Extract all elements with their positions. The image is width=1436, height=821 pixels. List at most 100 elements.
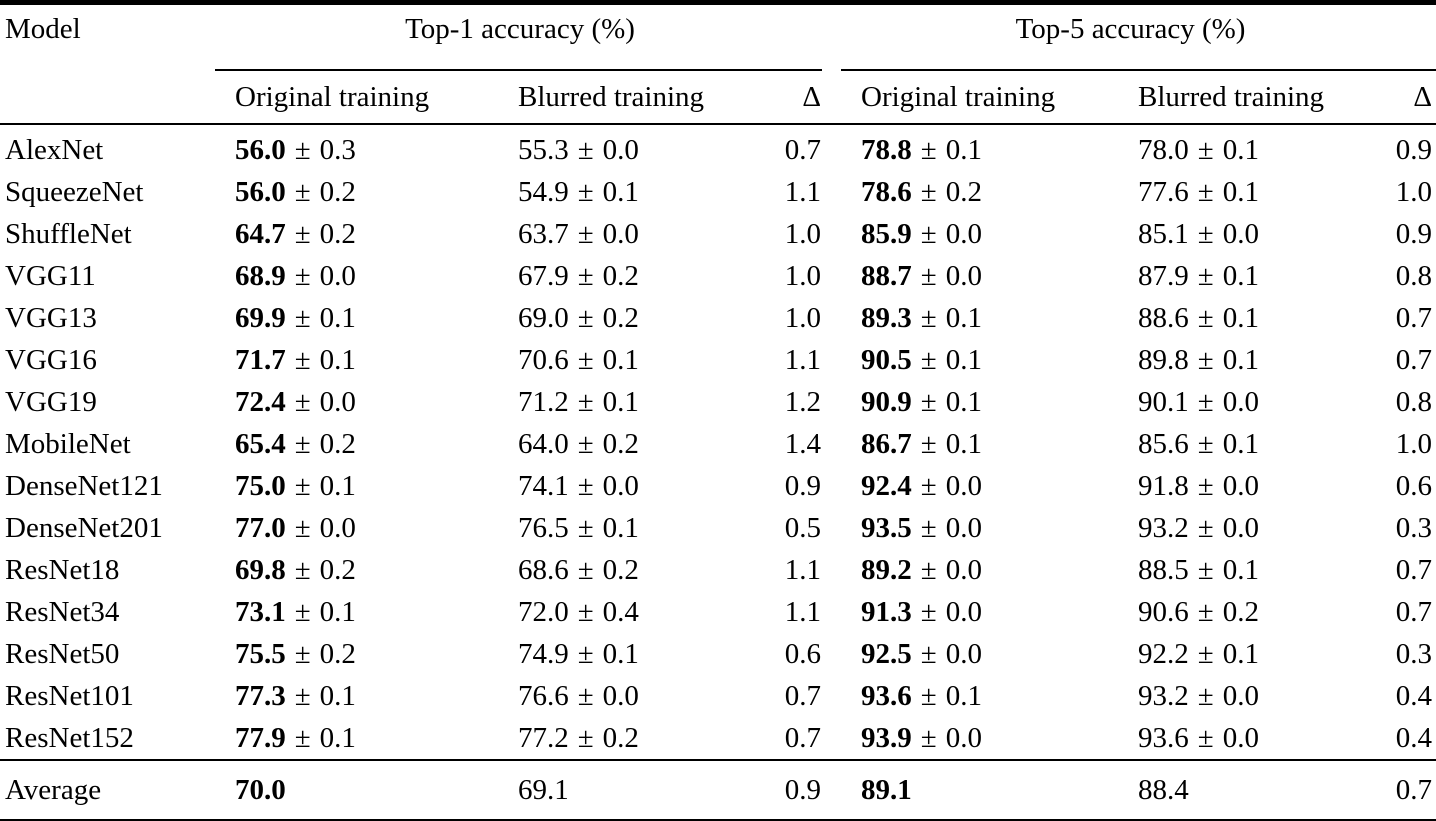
accuracy-value: 74.1: [518, 469, 569, 502]
accuracy-value: 87.9: [1138, 259, 1189, 292]
cell-top5-original: 90.9 ±0.1: [825, 381, 1120, 423]
accuracy-value: 78.8: [861, 133, 912, 166]
accuracy-value: 89.8: [1138, 343, 1189, 376]
plus-minus-sign: ±: [294, 469, 311, 502]
std-value: 0.2: [602, 553, 639, 586]
plus-minus-sign: ±: [1197, 217, 1214, 250]
std-value: 0.1: [1222, 133, 1259, 166]
plus-minus-sign: ±: [920, 385, 937, 418]
cell-top5-blurred: 89.8 ±0.1: [1120, 339, 1390, 381]
std-value: 0.1: [945, 679, 982, 712]
accuracy-value: 93.5: [861, 511, 912, 544]
std-value: 0.1: [602, 637, 639, 670]
accuracy-value: 88.7: [861, 259, 912, 292]
cell-top1-original: 75.0 ±0.1: [215, 465, 500, 507]
table-row: VGG19 72.4 ±0.0 71.2 ±0.1 1.2 90.9 ±0.1 90.…: [0, 381, 1436, 423]
accuracy-value: 77.3: [235, 679, 286, 712]
cell-top1-original: 71.7 ±0.1: [215, 339, 500, 381]
plus-minus-sign: ±: [577, 175, 594, 208]
cell-top1-delta: 1.2: [784, 385, 822, 418]
cell-top5-delta: 0.7: [1395, 301, 1433, 334]
accuracy-value: 89.2: [861, 553, 912, 586]
cell-top5-blurred: 77.6 ±0.1: [1120, 171, 1390, 213]
cell-model-name: SqueezeNet: [5, 175, 144, 208]
plus-minus-sign: ±: [920, 595, 937, 628]
cell-top5-original: 91.3 ±0.0: [825, 591, 1120, 633]
std-value: 0.1: [945, 301, 982, 334]
std-value: 0.0: [1222, 217, 1259, 250]
plus-minus-sign: ±: [294, 175, 311, 208]
cell-top5-original: 85.9 ±0.0: [825, 213, 1120, 255]
plus-minus-sign: ±: [294, 301, 311, 334]
plus-minus-sign: ±: [920, 637, 937, 670]
accuracy-value: 56.0: [235, 175, 286, 208]
accuracy-value: 74.9: [518, 637, 569, 670]
plus-minus-sign: ±: [294, 595, 311, 628]
cell-top1-blurred: 74.1 ±0.0: [500, 465, 755, 507]
std-value: 0.0: [945, 511, 982, 544]
plus-minus-sign: ±: [577, 427, 594, 460]
plus-minus-sign: ±: [294, 133, 311, 166]
cell-model-name: MobileNet: [5, 427, 131, 460]
cell-top1-delta: 1.0: [784, 259, 822, 292]
table-row: ResNet34 73.1 ±0.1 72.0 ±0.4 1.1 91.3 ±0.0 …: [0, 591, 1436, 633]
std-value: 0.1: [1222, 175, 1259, 208]
cell-top5-original: 89.2 ±0.0: [825, 549, 1120, 591]
plus-minus-sign: ±: [1197, 385, 1214, 418]
cell-top1-original: 65.4 ±0.2: [215, 423, 500, 465]
cell-top5-blurred: 93.2 ±0.0: [1120, 507, 1390, 549]
cell-model-name: VGG11: [5, 259, 96, 292]
average-row: Average 70.0 69.1 0.9 89.1 88.4 0.7: [0, 759, 1436, 821]
accuracy-value: 70.6: [518, 343, 569, 376]
std-value: 0.0: [945, 217, 982, 250]
plus-minus-sign: ±: [577, 343, 594, 376]
accuracy-value: 91.8: [1138, 469, 1189, 502]
cell-top1-delta: 0.7: [784, 721, 822, 754]
plus-minus-sign: ±: [920, 721, 937, 754]
accuracy-value: 72.0: [518, 595, 569, 628]
cell-top1-blurred: 64.0 ±0.2: [500, 423, 755, 465]
accuracy-value: 64.0: [518, 427, 569, 460]
cell-top5-original: 90.5 ±0.1: [825, 339, 1120, 381]
cell-top5-delta: 0.7: [1395, 595, 1433, 628]
std-value: 0.0: [602, 679, 639, 712]
plus-minus-sign: ±: [920, 343, 937, 376]
table-row: VGG13 69.9 ±0.1 69.0 ±0.2 1.0 89.3 ±0.1 88.…: [0, 297, 1436, 339]
cell-top1-blurred: 72.0 ±0.4: [500, 591, 755, 633]
plus-minus-sign: ±: [577, 469, 594, 502]
sub-header-row: Original training Blurred training Δ Ori…: [0, 71, 1436, 125]
std-value: 0.0: [945, 595, 982, 628]
std-value: 0.1: [602, 175, 639, 208]
cell-model-name: VGG19: [5, 385, 97, 418]
cell-top1-delta: 1.1: [784, 553, 822, 586]
cell-top1-blurred: 63.7 ±0.0: [500, 213, 755, 255]
cell-top5-delta: 0.8: [1395, 385, 1433, 418]
cell-top1-original: 77.9 ±0.1: [215, 717, 500, 760]
cell-top1-delta: 0.6: [784, 637, 822, 670]
accuracy-value: 89.1: [861, 773, 912, 806]
std-value: 0.1: [319, 721, 356, 754]
table-row: MobileNet 65.4 ±0.2 64.0 ±0.2 1.4 86.7 ±0.1…: [0, 423, 1436, 465]
table-row: ResNet50 75.5 ±0.2 74.9 ±0.1 0.6 92.5 ±0.0 …: [0, 633, 1436, 675]
std-value: 0.1: [602, 385, 639, 418]
accuracy-value: 71.7: [235, 343, 286, 376]
plus-minus-sign: ±: [1197, 175, 1214, 208]
accuracy-value: 78.6: [861, 175, 912, 208]
plus-minus-sign: ±: [920, 175, 937, 208]
std-value: 0.0: [319, 385, 356, 418]
std-value: 0.0: [945, 721, 982, 754]
plus-minus-sign: ±: [577, 637, 594, 670]
col-header-model: Model: [5, 13, 81, 45]
cell-model-name: AlexNet: [5, 133, 104, 166]
std-value: 0.0: [319, 259, 356, 292]
std-value: 0.0: [945, 553, 982, 586]
plus-minus-sign: ±: [920, 133, 937, 166]
cell-top1-delta: 0.7: [784, 133, 822, 166]
accuracy-value: 69.1: [518, 773, 569, 806]
table-row: ResNet18 69.8 ±0.2 68.6 ±0.2 1.1 89.2 ±0.0 …: [0, 549, 1436, 591]
cell-top5-original: 93.5 ±0.0: [825, 507, 1120, 549]
cell-top5-blurred: 92.2 ±0.1: [1120, 633, 1390, 675]
cell-top1-delta: 1.1: [784, 175, 822, 208]
